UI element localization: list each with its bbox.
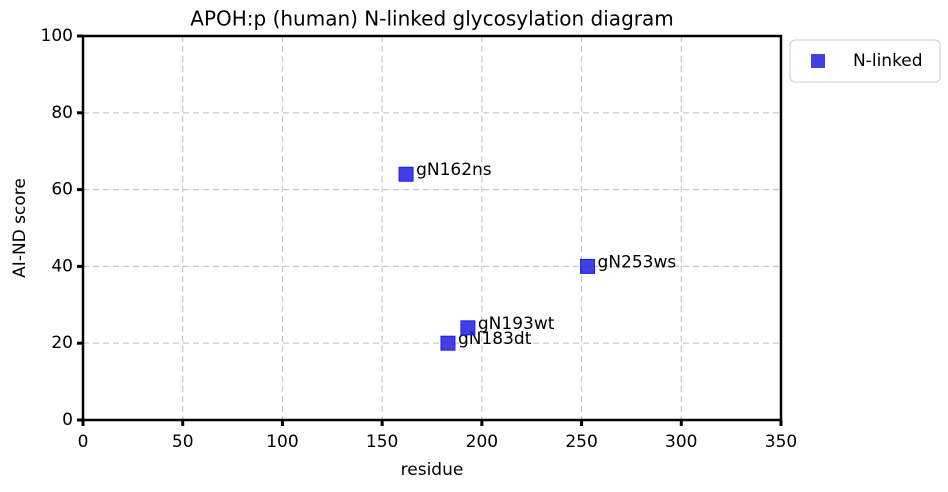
y-tick-label: 60 [51, 180, 73, 200]
legend-box [789, 39, 941, 83]
y-tick-label: 0 [62, 410, 73, 430]
point-label: gN253ws [598, 252, 677, 272]
point [460, 320, 476, 336]
y-tick-label: 20 [51, 333, 73, 353]
y-tick-label: 100 [41, 26, 73, 46]
x-axis-label: residue [401, 460, 464, 480]
x-tick-label: 250 [565, 432, 597, 452]
point [440, 335, 456, 351]
plot-frame [81, 34, 783, 422]
point-label: gN162ns [416, 160, 492, 180]
point-label: gN183dt [458, 329, 532, 349]
legend-label: N-linked [853, 51, 923, 71]
chart-title: APOH:p (human) N-linked glycosylation di… [190, 7, 673, 31]
legend-marker [811, 54, 825, 68]
x-tick-label: 150 [366, 432, 398, 452]
point-label: gN193wt [478, 314, 555, 334]
point [398, 166, 414, 182]
y-tick-label: 40 [51, 256, 73, 276]
y-tick-label: 80 [51, 103, 73, 123]
point [580, 258, 596, 274]
x-tick-label: 100 [266, 432, 298, 452]
x-tick-label: 50 [172, 432, 194, 452]
y-axis-label: AI-ND score [10, 178, 30, 278]
x-tick-label: 350 [765, 432, 797, 452]
x-tick-label: 300 [665, 432, 697, 452]
x-tick-label: 200 [466, 432, 498, 452]
x-tick-label: 0 [78, 432, 89, 452]
